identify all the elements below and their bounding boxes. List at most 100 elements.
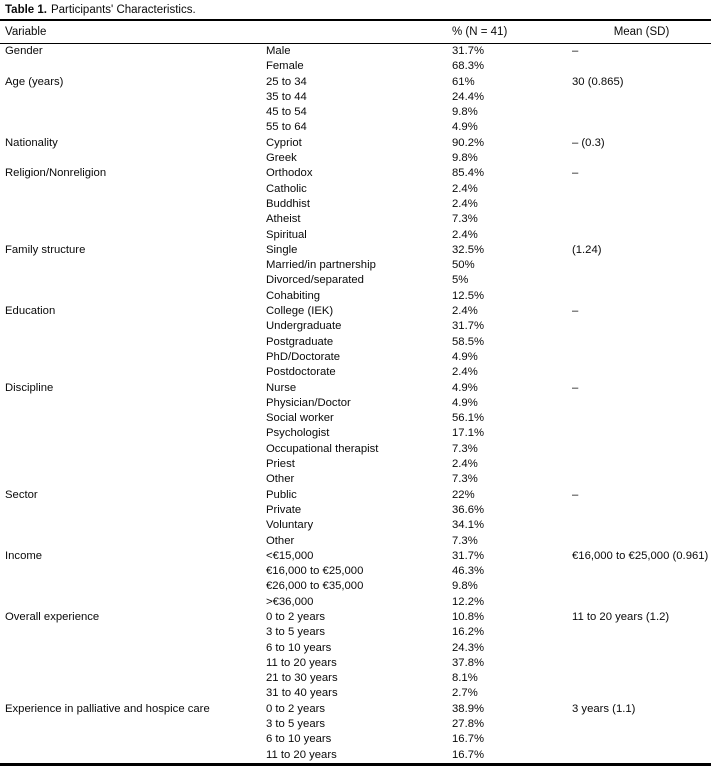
- table-row: Voluntary 34.1%: [0, 518, 711, 533]
- mean-cell: [572, 625, 711, 640]
- mean-cell: 11 to 20 years (1.2): [572, 610, 670, 623]
- category-cell: Postdoctorate: [266, 366, 336, 379]
- table-row: €26,000 to €35,000 9.8%: [0, 579, 711, 594]
- table-row: 31 to 40 years 2.7%: [0, 686, 711, 701]
- variable-cell: [0, 59, 266, 74]
- percent-cell: 61%: [452, 75, 475, 88]
- percent-cell: 7.3%: [452, 473, 478, 486]
- table-row: PhD/Doctorate 4.9%: [0, 350, 711, 365]
- variable-cell: [0, 641, 266, 656]
- category-cell: Cohabiting: [266, 289, 321, 302]
- category-cell: €26,000 to €35,000: [266, 580, 364, 593]
- variable-cell: [0, 671, 266, 686]
- percent-cell: 4.9%: [452, 396, 478, 409]
- table-row: 45 to 54 9.8%: [0, 105, 711, 120]
- table-row: Divorced/separated 5%: [0, 273, 711, 288]
- mean-cell: [572, 717, 711, 732]
- variable-cell: Experience in palliative and hospice car…: [5, 702, 210, 715]
- percent-cell: 10.8%: [452, 610, 485, 623]
- percent-cell: 22%: [452, 488, 475, 501]
- table-row: Occupational therapist 7.3%: [0, 442, 711, 457]
- category-cell: Physician/Doctor: [266, 396, 351, 409]
- category-cell: 31 to 40 years: [266, 687, 338, 700]
- variable-cell: [0, 748, 266, 765]
- variable-cell: Sector: [5, 488, 38, 501]
- percent-cell: 16.2%: [452, 626, 485, 639]
- category-cell: 55 to 64: [266, 121, 307, 134]
- category-cell: 25 to 34: [266, 75, 307, 88]
- category-cell: 11 to 20 years: [266, 748, 337, 761]
- percent-cell: 50%: [452, 259, 475, 272]
- category-cell: 6 to 10 years: [266, 641, 332, 654]
- category-cell: Voluntary: [266, 519, 314, 532]
- mean-cell: 3 years (1.1): [572, 702, 636, 715]
- mean-cell: [572, 228, 711, 243]
- mean-cell: [572, 671, 711, 686]
- category-cell: Other: [266, 473, 295, 486]
- mean-cell: [572, 105, 711, 120]
- percent-cell: 56.1%: [452, 412, 485, 425]
- variable-cell: [0, 518, 266, 533]
- percent-cell: 46.3%: [452, 565, 485, 578]
- percent-cell: 37.8%: [452, 656, 485, 669]
- variable-cell: Income: [5, 549, 43, 562]
- table-row: Female 68.3%: [0, 59, 711, 74]
- table-row: Atheist 7.3%: [0, 212, 711, 227]
- category-cell: Buddhist: [266, 197, 310, 210]
- percent-cell: 36.6%: [452, 503, 485, 516]
- mean-cell: [572, 656, 711, 671]
- mean-cell: 30 (0.865): [572, 75, 624, 88]
- variable-cell: Education: [5, 305, 56, 318]
- table-caption: Table 1. Participants' Characteristics.: [0, 0, 711, 19]
- variable-cell: [0, 686, 266, 701]
- percent-cell: 9.8%: [452, 152, 478, 165]
- variable-cell: [0, 273, 266, 288]
- variable-cell: [0, 212, 266, 227]
- table-row: Education College (IEK) 2.4% –: [0, 304, 711, 319]
- percent-cell: 4.9%: [452, 350, 478, 363]
- mean-cell: [572, 442, 711, 457]
- variable-cell: [0, 120, 266, 135]
- variable-cell: [0, 105, 266, 120]
- variable-cell: [0, 503, 266, 518]
- percent-cell: 24.4%: [452, 90, 485, 103]
- table-row: Cohabiting 12.5%: [0, 289, 711, 304]
- table-row: Religion/Nonreligion Orthodox 85.4% –: [0, 166, 711, 181]
- category-cell: 45 to 54: [266, 106, 307, 119]
- table-caption-text: Participants' Characteristics.: [50, 4, 196, 16]
- category-cell: Single: [266, 243, 298, 256]
- percent-cell: 12.5%: [452, 289, 485, 302]
- variable-cell: [0, 579, 266, 594]
- percent-cell: 31.7%: [452, 549, 485, 562]
- variable-cell: [0, 411, 266, 426]
- mean-cell: [572, 350, 711, 365]
- table-row: Catholic 2.4%: [0, 182, 711, 197]
- category-cell: Cypriot: [266, 136, 302, 149]
- variable-cell: [0, 182, 266, 197]
- percent-cell: 24.3%: [452, 641, 485, 654]
- mean-cell: [572, 534, 711, 549]
- percent-cell: 2.4%: [452, 305, 478, 318]
- variable-cell: [0, 90, 266, 105]
- percent-cell: 85.4%: [452, 167, 485, 180]
- percent-cell: 32.5%: [452, 243, 485, 256]
- table-row: Gender Male 31.7% –: [0, 44, 711, 60]
- variable-cell: [0, 457, 266, 472]
- variable-cell: Age (years): [5, 75, 64, 88]
- mean-cell: [572, 641, 711, 656]
- percent-cell: 90.2%: [452, 136, 485, 149]
- variable-cell: [0, 258, 266, 273]
- category-cell: Social worker: [266, 412, 334, 425]
- category-cell: 6 to 10 years: [266, 733, 332, 746]
- table-row: 21 to 30 years 8.1%: [0, 671, 711, 686]
- mean-cell: [572, 396, 711, 411]
- table-row: Discipline Nurse 4.9% –: [0, 381, 711, 396]
- category-cell: Occupational therapist: [266, 442, 379, 455]
- table-row: Nationality Cypriot 90.2% – (0.3): [0, 136, 711, 151]
- category-cell: Priest: [266, 458, 295, 471]
- table-row: 11 to 20 years 16.7%: [0, 748, 711, 765]
- table-row: €16,000 to €25,000 46.3%: [0, 564, 711, 579]
- percent-cell: 2.4%: [452, 197, 478, 210]
- table-row: Sector Public 22% –: [0, 488, 711, 503]
